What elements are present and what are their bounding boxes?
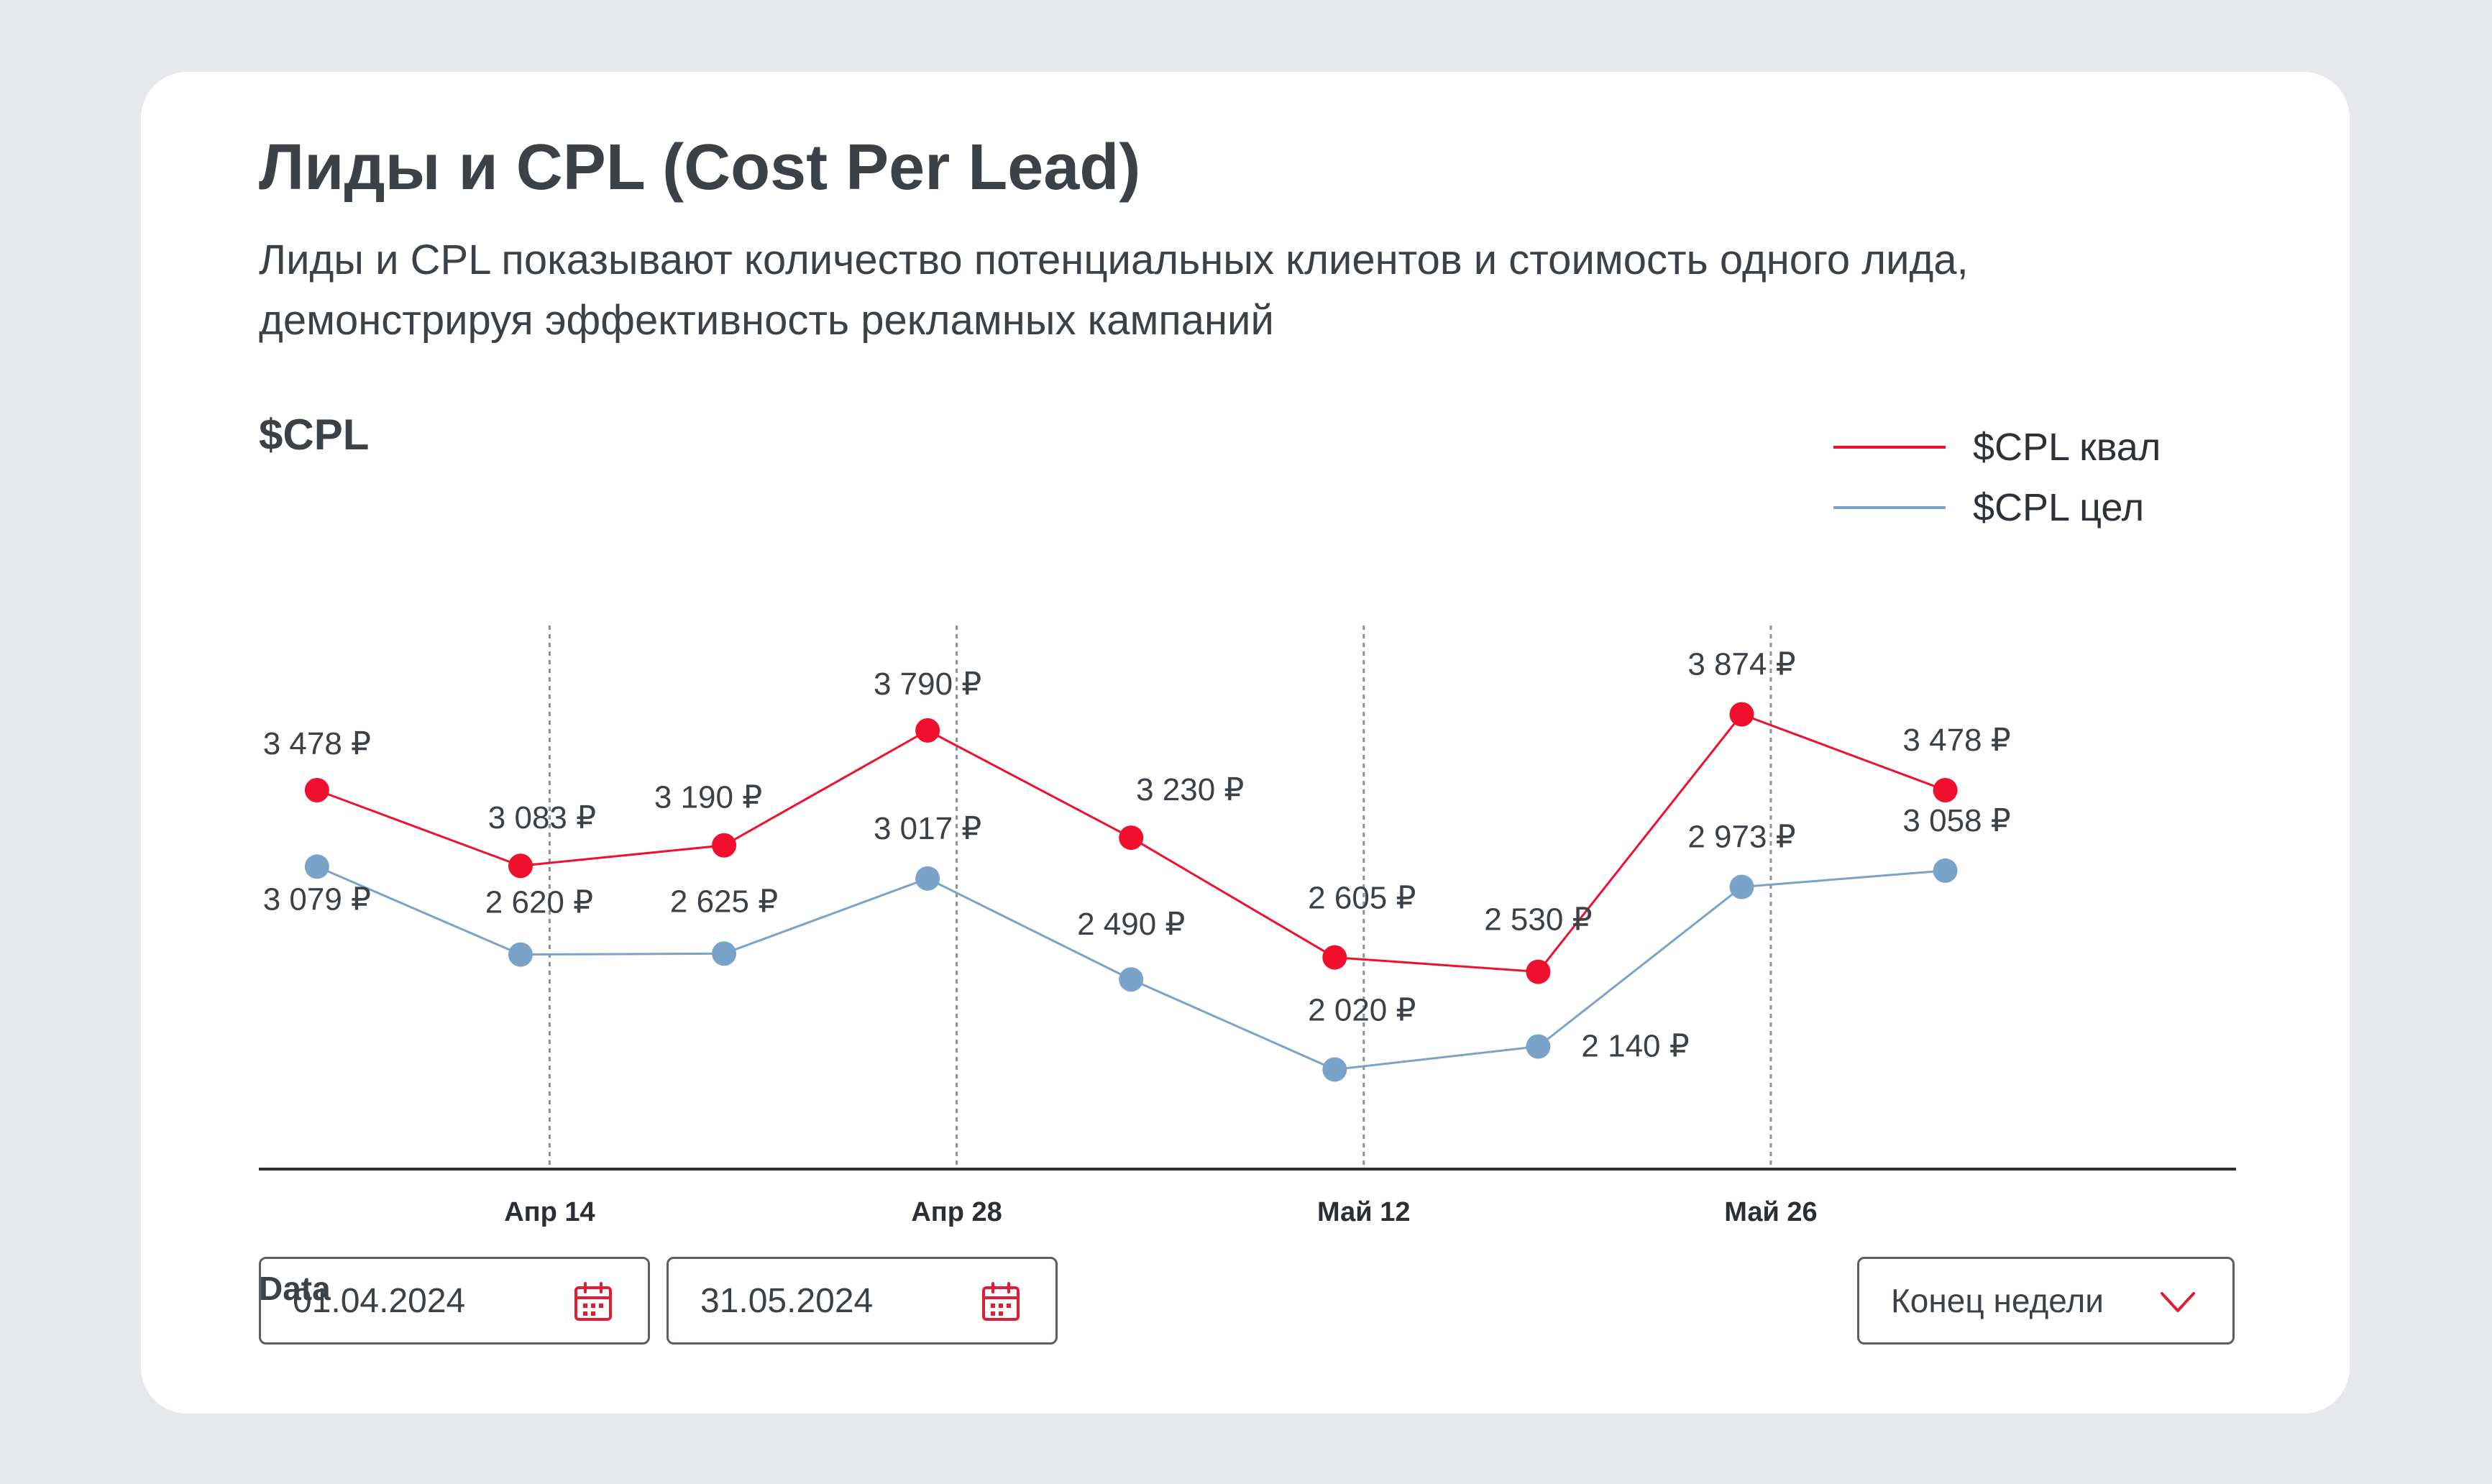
data-point-qual: [712, 833, 737, 858]
data-point-qual: [1322, 945, 1347, 970]
legend-label-qual: $CPL квал: [1973, 426, 2161, 469]
data-label: 3 478 ₽: [263, 726, 371, 761]
date-to-input[interactable]: 31.05.2024: [666, 1257, 1058, 1345]
data-label: 3 478 ₽: [1902, 723, 2010, 758]
data-label: 2 140 ₽: [1581, 1028, 1689, 1063]
data-label: 3 230 ₽: [1136, 772, 1244, 807]
data-point-target: [1119, 967, 1144, 992]
x-tick-label: Май 26: [1724, 1197, 1817, 1227]
data-point-qual: [1526, 959, 1551, 984]
chart-legend: $CPL квал $CPL цел: [1833, 417, 2161, 538]
data-point-qual: [304, 778, 329, 803]
data-point-qual: [1729, 702, 1754, 727]
data-point-qual: [1933, 778, 1958, 803]
data-point-target: [1729, 874, 1754, 899]
data-point-target: [304, 854, 329, 879]
legend-swatch-qual: [1833, 446, 1946, 449]
legend-item-qual: $CPL квал: [1833, 417, 2161, 477]
date-filter-label: Data: [259, 1270, 331, 1307]
data-label: 3 079 ₽: [263, 881, 371, 917]
data-point-qual: [915, 718, 940, 743]
data-label: 3 790 ₽: [874, 667, 981, 702]
data-label: 2 530 ₽: [1484, 902, 1592, 938]
data-point-target: [1933, 858, 1958, 883]
data-point-target: [508, 942, 533, 967]
data-point-qual: [1119, 825, 1144, 851]
chart-title: $CPL: [259, 411, 370, 459]
x-tick-label: Апр 28: [911, 1197, 1002, 1227]
date-from-value: 01.04.2024: [293, 1281, 466, 1320]
data-label: 3 017 ₽: [874, 811, 981, 846]
data-label: 2 625 ₽: [670, 884, 778, 919]
calendar-icon[interactable]: [981, 1282, 1021, 1322]
card-title: Лиды и CPL (Cost Per Lead): [259, 132, 1141, 203]
calendar-icon[interactable]: [573, 1282, 613, 1322]
data-label: 3 058 ₽: [1902, 803, 2010, 838]
data-label: 2 973 ₽: [1687, 820, 1795, 855]
legend-label-target: $CPL цел: [1973, 486, 2145, 529]
data-point-target: [1526, 1034, 1551, 1059]
data-label: 2 620 ₽: [485, 885, 593, 920]
date-from-input[interactable]: 01.04.2024: [259, 1257, 650, 1345]
data-label: 3 083 ₽: [488, 800, 596, 835]
data-point-target: [712, 941, 737, 966]
chevron-down-icon[interactable]: [2159, 1289, 2196, 1315]
card-subtitle: Лиды и CPL показывают количество потенци…: [259, 237, 1969, 344]
legend-item-target: $CPL цел: [1833, 477, 2161, 538]
period-select[interactable]: Конец недели: [1857, 1257, 2235, 1345]
x-tick-label: Май 12: [1317, 1197, 1410, 1227]
x-tick-label: Апр 14: [504, 1197, 595, 1227]
legend-swatch-target: [1833, 506, 1946, 509]
date-to-value: 31.05.2024: [700, 1281, 874, 1320]
chart-card: Лиды и CPL (Cost Per Lead) Лиды и CPL по…: [141, 72, 2350, 1414]
data-point-qual: [508, 853, 533, 879]
line-chart: Апр 14 Апр 28 Май 12 Май 26 3 478 ₽ 3 083 ₽ 3 …: [259, 626, 2236, 1227]
period-select-value: Конец недели: [1891, 1282, 2104, 1319]
data-label: 2 490 ₽: [1077, 907, 1185, 942]
data-point-target: [915, 866, 940, 891]
data-label: 2 020 ₽: [1308, 992, 1416, 1027]
data-label: 3 190 ₽: [654, 780, 762, 815]
data-label: 2 605 ₽: [1308, 881, 1416, 916]
data-label: 3 874 ₽: [1687, 646, 1795, 682]
data-point-target: [1322, 1057, 1347, 1082]
